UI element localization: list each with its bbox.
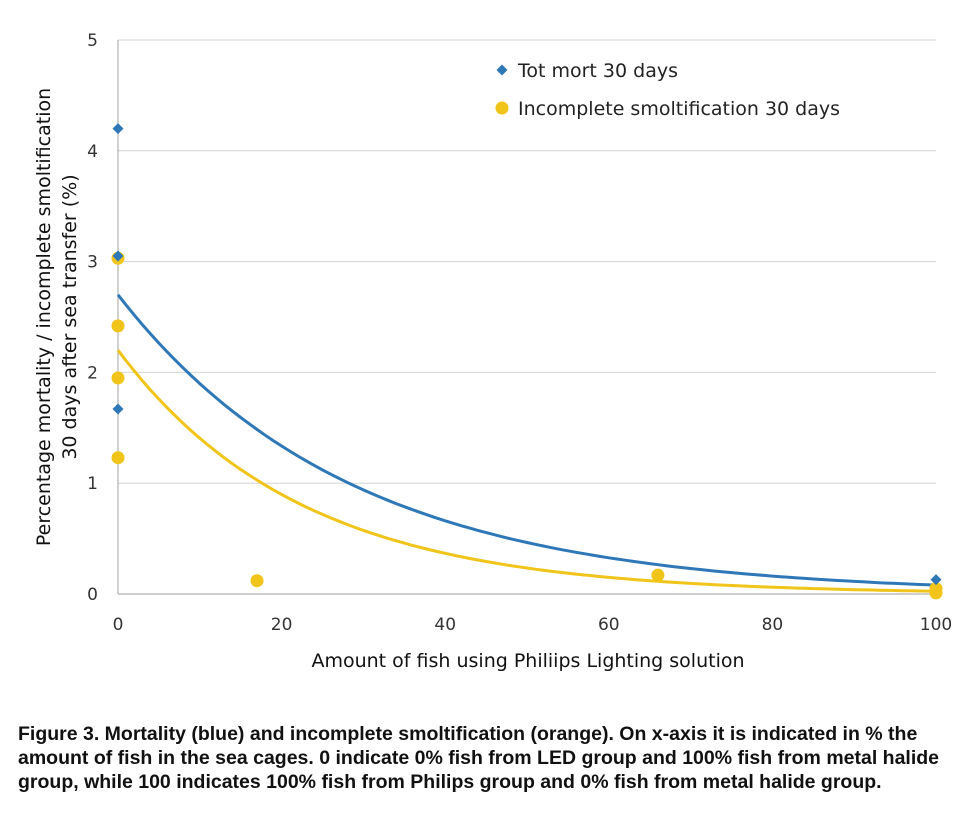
- point-series-2-3: [111, 371, 125, 385]
- y-tick-4: 4: [87, 142, 98, 162]
- legend-label-2: Incomplete smoltification 30 days: [518, 98, 840, 120]
- figure-caption: Figure 3. Mortality (blue) and incomplet…: [18, 723, 940, 793]
- x-tick-60: 60: [598, 615, 620, 635]
- y-tick-3: 3: [87, 253, 98, 273]
- y-tick-1: 1: [87, 474, 98, 494]
- point-series-1-2: [112, 250, 124, 262]
- x-tick-20: 20: [271, 615, 293, 635]
- x-tick-80: 80: [762, 615, 784, 635]
- x-tick-40: 40: [434, 615, 456, 635]
- legend-marker-2: [495, 101, 509, 115]
- y-tick-5: 5: [87, 31, 98, 51]
- chart-axes: [117, 40, 936, 595]
- y-axis-title-line-2: 30 days after sea transfer (%): [59, 174, 81, 459]
- point-series-2-8: [929, 586, 943, 600]
- y-tick-2: 2: [87, 363, 98, 383]
- x-tick-0: 0: [113, 615, 124, 635]
- point-series-2-5: [250, 574, 264, 588]
- point-series-2-4: [111, 451, 125, 465]
- point-series-1-3: [112, 403, 124, 415]
- x-tick-100: 100: [920, 615, 952, 635]
- trendlines: [116, 293, 937, 593]
- y-tick-0: 0: [87, 585, 98, 605]
- scatter-chart: 0 1 2 3 4 5 0 20 40 60 80 100 Amount of fish using…: [33, 31, 953, 672]
- trendline-series-2: [116, 349, 937, 593]
- chart-gridlines: [118, 39, 936, 484]
- point-series-1-4: [930, 574, 942, 586]
- legend-marker-1: [496, 64, 508, 76]
- x-tick-labels: 0 20 40 60 80 100: [113, 615, 953, 635]
- legend: Tot mort 30 days Incomplete smoltificatio…: [495, 60, 840, 120]
- point-series-2-2: [111, 319, 125, 333]
- point-series-2-6: [651, 568, 665, 582]
- y-tick-labels: 0 1 2 3 4 5: [87, 31, 98, 605]
- y-axis-title-line-1: Percentage mortality / incomplete smolti…: [33, 88, 55, 546]
- x-axis-title: Amount of fish using Philiips Lighting s…: [311, 650, 744, 672]
- point-series-1-1: [112, 123, 124, 135]
- y-axis-title: Percentage mortality / incomplete smolti…: [33, 88, 81, 546]
- legend-label-1: Tot mort 30 days: [517, 60, 678, 82]
- trendline-series-1: [116, 293, 937, 587]
- data-points: [111, 123, 943, 600]
